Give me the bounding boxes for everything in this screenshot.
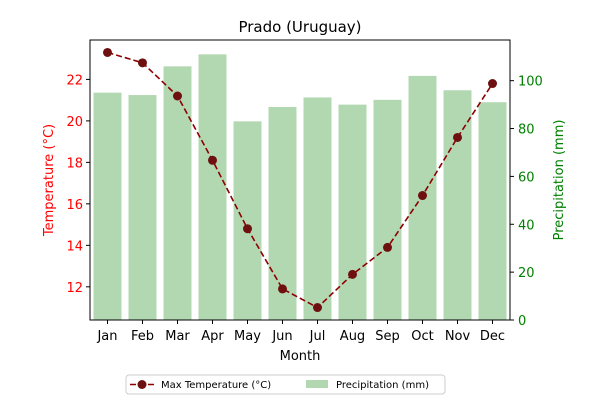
y-right-tick-label: 40 xyxy=(518,218,535,233)
y-left-tick-label: 18 xyxy=(66,156,83,171)
y-right-tick-label: 80 xyxy=(518,123,535,138)
temperature-point-feb xyxy=(138,58,147,68)
temperature-point-mar xyxy=(173,91,182,101)
x-tick-label: Apr xyxy=(201,329,224,344)
legend-label-precipitation: Precipitation (mm) xyxy=(336,380,429,391)
x-tick-label: Jun xyxy=(271,329,292,344)
temperature-point-aug xyxy=(348,269,357,279)
x-tick-label: Dec xyxy=(480,329,505,344)
y-left-tick-label: 12 xyxy=(66,281,83,296)
precipitation-bar-aug xyxy=(338,104,367,320)
legend: Max Temperature (°C) Precipitation (mm) xyxy=(125,374,446,395)
precipitation-bar-feb xyxy=(128,95,157,321)
legend-bar-swatch xyxy=(306,380,328,388)
y-right-tick-label: 100 xyxy=(518,75,543,90)
x-tick-label: Nov xyxy=(445,329,471,344)
temperature-point-apr xyxy=(208,155,217,165)
precipitation-bar-dec xyxy=(478,102,507,320)
y-axis-right-title: Precipitation (mm) xyxy=(552,120,567,241)
temperature-point-may xyxy=(243,224,252,234)
precipitation-bar-apr xyxy=(198,54,227,320)
x-tick-label: Sep xyxy=(375,329,400,344)
temperature-point-nov xyxy=(453,132,462,142)
y-axis-left-title: Temperature (°C) xyxy=(42,124,57,237)
precipitation-bar-sep xyxy=(373,99,402,320)
plot-frame xyxy=(89,39,511,321)
legend-box xyxy=(125,374,446,395)
y-axis-right: 0 20 40 60 80 100 xyxy=(510,75,543,329)
y-right-tick-label: 0 xyxy=(518,314,526,329)
precipitation-bar-nov xyxy=(443,90,472,320)
precipitation-bar-may xyxy=(233,121,262,320)
x-tick-label: May xyxy=(234,329,261,344)
x-tick-label: Mar xyxy=(165,329,190,344)
y-left-tick-label: 20 xyxy=(66,115,83,130)
legend-label-temperature: Max Temperature (°C) xyxy=(161,380,271,391)
y-right-tick-label: 20 xyxy=(518,266,535,281)
y-left-tick-label: 22 xyxy=(66,73,83,88)
temperature-point-dec xyxy=(488,79,497,89)
temperature-series-line xyxy=(107,51,494,309)
precipitation-bar-jul xyxy=(303,97,332,320)
x-tick-label: Jan xyxy=(96,329,117,344)
temperature-line xyxy=(103,47,497,313)
temperature-point-sep xyxy=(383,242,392,252)
x-tick-label: Oct xyxy=(411,329,433,344)
x-axis: Jan Feb Mar Apr May Jun Jul Aug Sep Oct Nov Dec xyxy=(96,320,505,344)
y-axis-left: 12 14 16 18 20 22 xyxy=(66,73,90,296)
temperature-point-jul xyxy=(313,303,322,313)
x-tick-label: Aug xyxy=(340,329,365,344)
temperature-point-jan xyxy=(103,47,112,57)
y-left-tick-label: 16 xyxy=(66,198,83,213)
y-left-tick-label: 14 xyxy=(66,239,83,254)
legend-marker xyxy=(137,380,147,389)
precipitation-bars xyxy=(93,54,507,321)
x-tick-label: Jul xyxy=(309,329,326,344)
precipitation-bar-mar xyxy=(163,66,192,320)
temperature-point-oct xyxy=(418,191,427,201)
temperature-point-jun xyxy=(278,284,287,294)
x-tick-label: Feb xyxy=(131,329,154,344)
x-axis-title: Month xyxy=(280,349,321,364)
y-right-tick-label: 60 xyxy=(518,170,535,185)
precipitation-bar-jan xyxy=(93,92,122,321)
chart-title: Prado (Uruguay) xyxy=(238,18,361,36)
